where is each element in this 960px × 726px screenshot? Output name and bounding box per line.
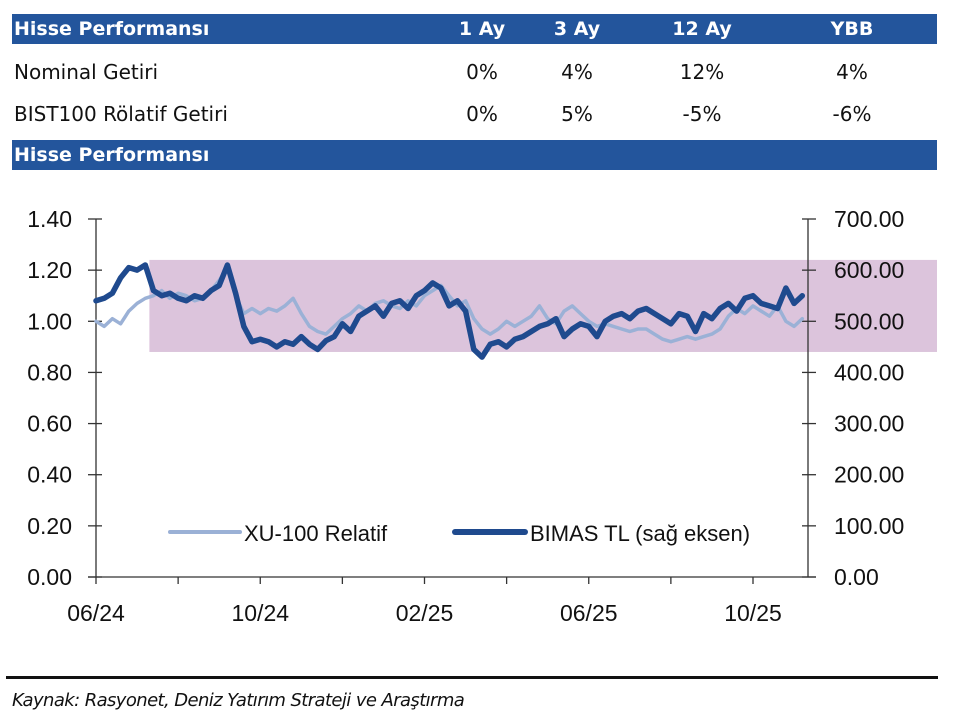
cell-12m: 12%	[679, 60, 725, 84]
left-tick-label: 1.20	[27, 257, 72, 283]
performance-chart: 0.00 0.20 0.40 0.60 0.80 1.00 1.20 1.40 0.00 100.…	[27, 206, 938, 626]
footer-divider	[6, 676, 938, 679]
cell-12m: -5%	[682, 102, 722, 126]
column-header-ytd: YBB	[830, 18, 874, 40]
right-tick-label: 100.00	[834, 513, 904, 539]
left-tick-label: 1.00	[27, 308, 72, 334]
cell-1m: 0%	[466, 102, 498, 126]
cell-ytd: 4%	[836, 60, 868, 84]
cell-1m: 0%	[466, 60, 498, 84]
right-tick-label: 500.00	[834, 308, 904, 334]
right-tick-label: 700.00	[834, 206, 904, 232]
table-row-relative: BIST100 Rölatif Getiri 0% 5% -5% -6%	[12, 94, 937, 134]
x-tick-label: 10/25	[724, 600, 782, 626]
x-tick-label: 06/25	[560, 600, 618, 626]
cell-ytd: -6%	[832, 102, 872, 126]
cell-3m: 4%	[561, 60, 593, 84]
left-tick-label: 0.20	[27, 513, 72, 539]
legend-label-xu100: XU-100 Relatif	[244, 521, 388, 546]
highlight-band	[149, 259, 938, 352]
right-tick-label: 600.00	[834, 257, 904, 283]
left-tick-label: 0.40	[27, 462, 72, 488]
right-tick-label: 200.00	[834, 462, 904, 488]
legend-label-bimas: BIMAS TL (sağ eksen)	[530, 521, 750, 546]
source-note: Kaynak: Rasyonet, Deniz Yatırım Strateji…	[12, 690, 465, 711]
chart-section-header: Hisse Performansı	[12, 140, 937, 170]
legend: XU-100 Relatif BIMAS TL (sağ eksen)	[168, 521, 750, 546]
left-tick-label: 0.00	[27, 564, 72, 590]
right-tick-label: 400.00	[834, 359, 904, 385]
chart-section-title: Hisse Performansı	[14, 144, 210, 166]
series-line-bimas	[93, 262, 806, 360]
x-tick-label: 02/25	[396, 600, 454, 626]
left-tick-label: 1.40	[27, 206, 72, 232]
left-tick-label: 0.80	[27, 359, 72, 385]
column-header-1m: 1 Ay	[458, 18, 506, 40]
column-header-12m: 12 Ay	[672, 18, 732, 40]
cell-3m: 5%	[561, 102, 593, 126]
right-tick-label: 300.00	[834, 411, 904, 437]
column-header-3m: 3 Ay	[553, 18, 601, 40]
left-tick-label: 0.60	[27, 411, 72, 437]
x-tick-label: 06/24	[67, 600, 125, 626]
row-label: BIST100 Rölatif Getiri	[14, 102, 228, 126]
row-label: Nominal Getiri	[14, 60, 159, 84]
table-row-nominal: Nominal Getiri 0% 4% 12% 4%	[12, 52, 937, 92]
table-title: Hisse Performansı	[14, 18, 210, 40]
x-tick-label: 10/24	[231, 600, 289, 626]
performance-table-header: Hisse Performansı 1 Ay 3 Ay 12 Ay YBB	[12, 14, 937, 44]
right-tick-label: 0.00	[834, 564, 879, 590]
